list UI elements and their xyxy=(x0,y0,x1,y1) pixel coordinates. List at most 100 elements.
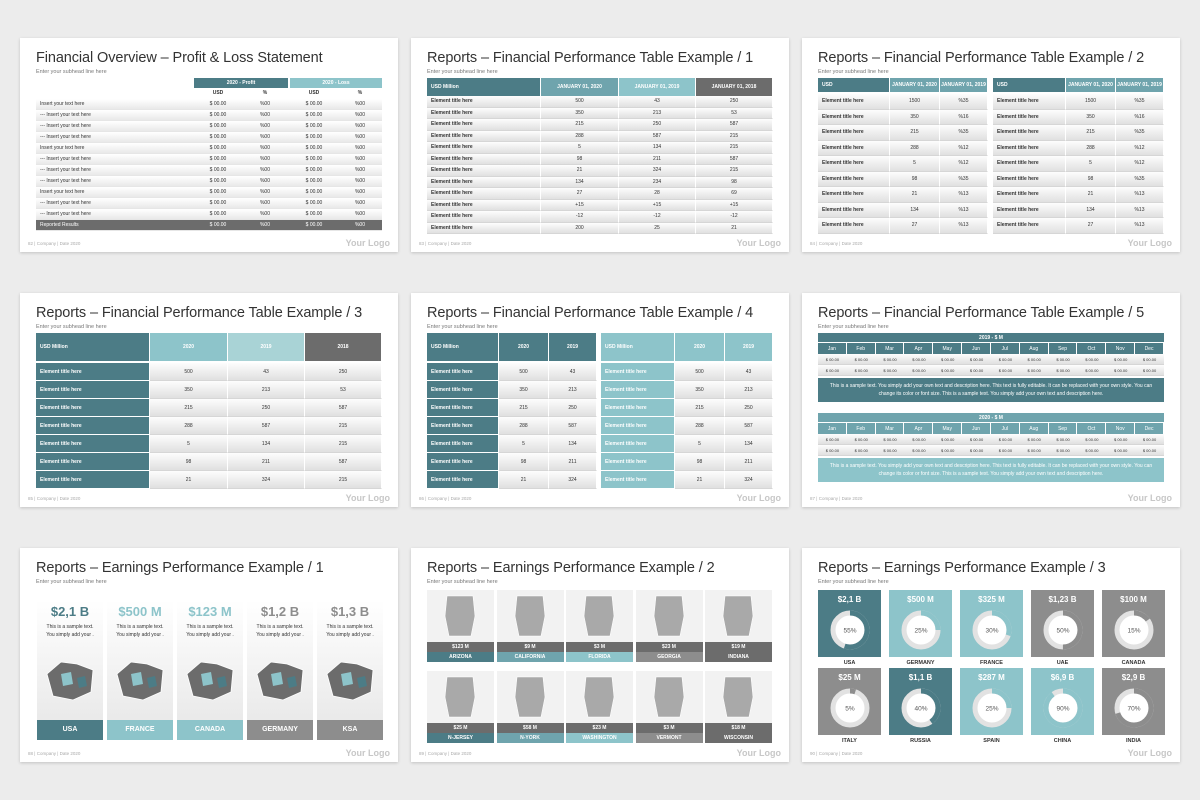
slide-table-example-5[interactable]: Reports – Financial Performance Table Ex… xyxy=(802,293,1180,507)
donut-tile[interactable]: $2,9 B 70% INDIA xyxy=(1102,668,1165,744)
row-label: Element title here xyxy=(36,417,150,435)
cell-value: 213 xyxy=(725,381,773,399)
row-label: Element title here xyxy=(427,399,499,417)
slide-earnings-example-1[interactable]: Reports – Earnings Performance Example /… xyxy=(20,548,398,762)
table-row: Element title here 27 28 69 xyxy=(427,188,773,200)
donut-percent: 55% xyxy=(843,628,856,635)
state-tile[interactable]: $23 M WASHINGTON xyxy=(566,671,633,747)
cell-value: $ 00.00 xyxy=(1106,434,1136,445)
card-description: This is a sample text. You simply add yo… xyxy=(46,624,94,638)
state-map-icon xyxy=(635,671,703,723)
cell-value: 350 xyxy=(890,109,940,125)
state-tile[interactable]: $19 M INDIANA xyxy=(705,590,772,666)
profit-pct: %00 xyxy=(259,178,270,184)
donut-tile[interactable]: $6,9 B 90% CHINA xyxy=(1031,668,1094,744)
cell-value: 134 xyxy=(1066,202,1116,218)
state-map-icon xyxy=(705,590,772,642)
performance-table: USD Million JANUARY 01, 2020 JANUARY 01, 2… xyxy=(427,78,773,234)
donut-tile[interactable]: $287 M 25% SPAIN xyxy=(960,668,1023,744)
loss-usd: $ 00.00 xyxy=(305,178,323,184)
state-tile[interactable]: $3 M VERMONT xyxy=(635,671,703,747)
column-header: JANUARY 01, 2019 xyxy=(1116,78,1164,92)
cell-value: %35 xyxy=(940,94,988,110)
cell-value: 21 xyxy=(541,165,619,177)
donut-percent: 40% xyxy=(914,706,927,713)
row-label: Element title here xyxy=(818,94,890,110)
cell-value: 211 xyxy=(619,153,696,165)
cell-value: $ 00.00 xyxy=(1019,365,1049,376)
state-tile[interactable]: $23 M GEORGIA xyxy=(635,590,703,666)
table-row: Insert your text here $ 00.00 %00 $ 00.00 %0… xyxy=(36,99,382,110)
row-label: Element title here xyxy=(601,417,675,435)
column-header: 2019 xyxy=(549,333,597,361)
slide-earnings-example-3[interactable]: Reports – Earnings Performance Example /… xyxy=(802,548,1180,762)
slide-table-example-4[interactable]: Reports – Financial Performance Table Ex… xyxy=(411,293,789,507)
loss-usd: $ 00.00 xyxy=(305,134,323,140)
donut-arc xyxy=(972,688,1011,728)
month-label: Feb xyxy=(846,423,876,434)
donut-tile[interactable]: $1,23 B 50% UAE xyxy=(1031,590,1094,666)
state-value: $123 M xyxy=(427,642,494,652)
country-card[interactable]: $500 M This is a sample text. You simply … xyxy=(107,600,173,740)
table-row: Element title here 27 %13 xyxy=(818,218,988,234)
slide-table-example-1[interactable]: Reports – Financial Performance Table Ex… xyxy=(411,38,789,252)
table-row: Element title here 5 134 215 xyxy=(36,435,382,453)
cell-value: 250 xyxy=(725,399,773,417)
cell-value: 215 xyxy=(305,471,382,489)
month-label: Apr xyxy=(904,423,934,434)
month-label: Dec xyxy=(1135,343,1164,354)
cell-value: 98 xyxy=(499,453,549,471)
donut-arc xyxy=(830,610,869,650)
cell-value: 215 xyxy=(696,165,773,177)
table-row: Element title here 134 234 98 xyxy=(427,176,773,188)
slide-pl-statement[interactable]: Financial Overview – Profit & Loss State… xyxy=(20,38,398,252)
country-card[interactable]: $1,3 B This is a sample text. You simply … xyxy=(317,600,383,740)
loss-usd: $ 00.00 xyxy=(305,189,323,195)
country-card[interactable]: $1,2 B This is a sample text. You simply … xyxy=(247,600,313,740)
cell-value: 213 xyxy=(549,381,597,399)
month-label: Mar xyxy=(875,343,905,354)
state-tile[interactable]: $3 M FLORIDA xyxy=(566,590,633,666)
donut-tile[interactable]: $1,1 B 40% RUSSIA xyxy=(889,668,952,744)
country-label: GERMANY xyxy=(247,720,313,740)
row-label: --- Insert your text here xyxy=(40,178,91,184)
state-tile[interactable]: $9 M CALIFORNIA xyxy=(496,590,564,666)
cell-value: 5 xyxy=(675,435,725,453)
row-label: Element title here xyxy=(427,176,541,188)
state-tile[interactable]: $18 M WISCONSIN xyxy=(705,671,772,747)
cell-value: %13 xyxy=(940,187,988,203)
cell-value: 250 xyxy=(619,119,696,131)
slide-table-example-2[interactable]: Reports – Financial Performance Table Ex… xyxy=(802,38,1180,252)
column-header: JANUARY 01, 2020 xyxy=(890,78,940,92)
table-row: Element title here 21 324 xyxy=(427,471,597,489)
cell-value: -12 xyxy=(541,211,619,223)
cell-value: $ 00.00 xyxy=(818,434,847,445)
state-tile[interactable]: $25 M N-JERSEY xyxy=(427,671,494,747)
cell-value: 350 xyxy=(150,381,228,399)
row-label: Element title here xyxy=(427,165,541,177)
cell-value: 500 xyxy=(541,96,619,108)
cell-value: 98 xyxy=(541,153,619,165)
slide-footer: 86 | Company | Date 2020 xyxy=(419,496,472,501)
donut-tile[interactable]: $25 M 5% ITALY xyxy=(818,668,881,744)
cell-value: 98 xyxy=(675,453,725,471)
donut-tile[interactable]: $2,1 B 55% USA xyxy=(818,590,881,666)
cell-value: 500 xyxy=(499,363,549,381)
country-card[interactable]: $123 M This is a sample text. You simply … xyxy=(177,600,243,740)
donut-tile[interactable]: $500 M 25% GERMANY xyxy=(889,590,952,666)
slide-earnings-example-2[interactable]: Reports – Earnings Performance Example /… xyxy=(411,548,789,762)
donut-percent: 70% xyxy=(1127,706,1140,713)
donut-arc xyxy=(1114,688,1153,728)
donut-tile[interactable]: $325 M 30% FRANCE xyxy=(960,590,1023,666)
col-pct: % xyxy=(357,90,363,96)
row-label: Element title here xyxy=(818,109,890,125)
slide-table-example-3[interactable]: Reports – Financial Performance Table Ex… xyxy=(20,293,398,507)
table-row: Element title here 98 211 xyxy=(427,453,597,471)
state-tile[interactable]: $58 M N-YORK xyxy=(496,671,564,747)
row-label: Element title here xyxy=(993,202,1066,218)
cell-value: 587 xyxy=(725,417,773,435)
state-tile[interactable]: $123 M ARIZONA xyxy=(427,590,494,666)
logo-placeholder: Your Logo xyxy=(1127,238,1172,248)
donut-tile[interactable]: $100 M 15% CANADA xyxy=(1102,590,1165,666)
country-card[interactable]: $2,1 B This is a sample text. You simply … xyxy=(37,600,103,740)
